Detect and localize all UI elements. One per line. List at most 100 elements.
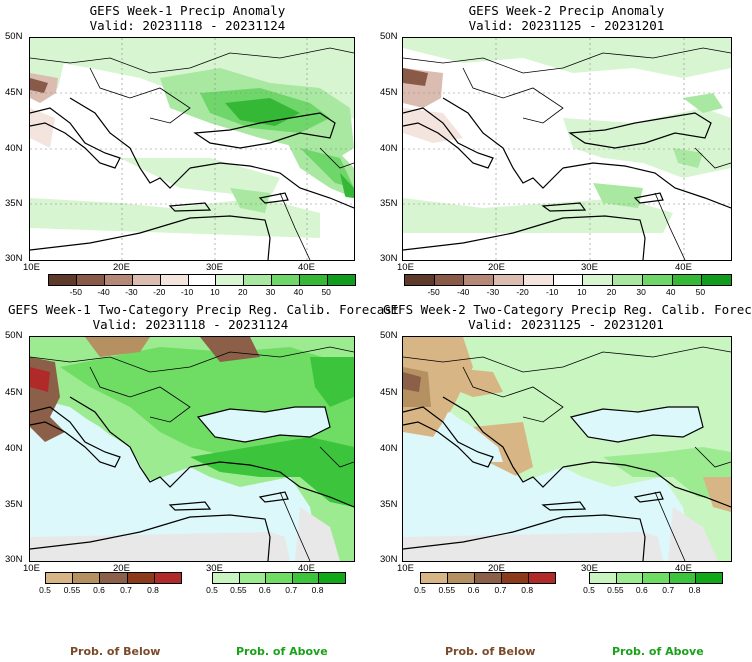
- colorbar-swatch: [328, 275, 355, 285]
- lat-label-30n: 30N: [380, 554, 398, 565]
- lat-label-50n: 50N: [5, 330, 23, 341]
- panel4-title: GEFS Week-2 Two-Category Precip Reg. Cal…: [383, 302, 752, 317]
- colorbar-tick-label: 0.6: [93, 585, 105, 595]
- panel1-title: GEFS Week-1 Precip Anomaly: [89, 3, 286, 18]
- lat-label-45n: 45N: [5, 87, 23, 98]
- colorbar-tick-label: 0.6: [467, 585, 480, 595]
- colorbar-tick-label: -50: [427, 287, 440, 297]
- colorbar-swatch: [239, 573, 267, 583]
- anomaly-colorbar: [48, 274, 356, 286]
- colorbar-tick-label: -10: [180, 287, 194, 297]
- colorbar-swatch: [46, 573, 74, 583]
- lon-label-20e: 20E: [488, 262, 505, 273]
- map-panel-4: [402, 336, 732, 562]
- lon-label-20e: 20E: [113, 262, 130, 273]
- lon-label-10e: 10E: [397, 563, 414, 574]
- lon-label-20e: 20E: [488, 563, 505, 574]
- panel3-valid: Valid: 20231118 - 20231124: [92, 317, 289, 332]
- colorbar-tick-label: 0.7: [120, 585, 132, 595]
- lat-label-50n: 50N: [380, 31, 398, 42]
- colorbar-tick-label: 10: [577, 287, 587, 297]
- colorbar-swatch: [642, 275, 673, 285]
- colorbar-tick-label: 0.8: [147, 585, 159, 595]
- map-panel-1: [29, 37, 355, 261]
- colorbar-swatch: [104, 275, 133, 285]
- lat-label-45n: 45N: [380, 87, 398, 98]
- lon-label-30e: 30E: [206, 262, 223, 273]
- lat-label-35n: 35N: [380, 198, 398, 209]
- below-colorbar-ticks: 0.5 0.55 0.6 0.7 0.8: [39, 585, 180, 597]
- colorbar-tick-label: 30: [636, 287, 646, 297]
- colorbar-tick-label: 50: [695, 287, 706, 297]
- colorbar-swatch: [73, 573, 101, 583]
- colorbar-swatch: [266, 573, 293, 583]
- colorbar-swatch: [613, 275, 643, 285]
- lat-label-30n: 30N: [5, 253, 23, 264]
- above-colorbar-ticks: 0.5 0.55 0.6 0.7 0.8: [583, 585, 721, 597]
- lat-label-40n: 40N: [380, 143, 398, 154]
- colorbar-swatch: [216, 275, 245, 285]
- anomaly-colorbar: [404, 274, 732, 286]
- colorbar-swatch: [421, 573, 448, 583]
- colorbar-tick-label: 0.7: [285, 585, 298, 595]
- lon-label-10e: 10E: [23, 563, 40, 574]
- colorbar-tick-label: 0.55: [607, 585, 624, 595]
- colorbar-tick-label: 50: [321, 287, 331, 297]
- colorbar-tick-label: 0.8: [688, 585, 701, 595]
- lon-label-10e: 10E: [23, 262, 40, 273]
- lat-label-35n: 35N: [5, 499, 23, 510]
- colorbar-swatch: [583, 275, 614, 285]
- colorbar-swatch: [553, 275, 584, 285]
- colorbar-tick-label: 20: [237, 287, 248, 297]
- colorbar-tick-label: 0.5: [583, 585, 595, 595]
- colorbar-swatch: [672, 275, 703, 285]
- below-colorbar-ticks: 0.5 0.55 0.6 0.7 0.8: [414, 585, 554, 597]
- colorbar-swatch: [292, 573, 320, 583]
- colorbar-tick-label: 0.55: [63, 585, 81, 595]
- colorbar-tick-label: -30: [125, 287, 138, 297]
- colorbar-tick-label: 0.7: [662, 585, 675, 595]
- colorbar-swatch: [300, 275, 329, 285]
- colorbar-swatch: [494, 275, 524, 285]
- colorbar-swatch: [160, 275, 189, 285]
- lat-label-50n: 50N: [5, 31, 23, 42]
- colorbar-swatch: [590, 573, 617, 583]
- colorbar-swatch: [529, 573, 555, 583]
- lon-label-30e: 30E: [581, 262, 598, 273]
- colorbar-swatch: [154, 573, 182, 583]
- colorbar-swatch: [188, 275, 217, 285]
- colorbar-tick-label: -20: [153, 287, 166, 297]
- colorbar-swatch: [127, 573, 155, 583]
- lon-label-40e: 40E: [675, 262, 692, 273]
- lat-label-40n: 40N: [380, 443, 398, 454]
- lat-label-30n: 30N: [380, 253, 398, 264]
- colorbar-swatch: [319, 573, 345, 583]
- colorbar-swatch: [696, 573, 722, 583]
- lat-label-50n: 50N: [380, 330, 398, 341]
- lat-label-35n: 35N: [5, 198, 23, 209]
- lat-label-40n: 40N: [5, 443, 23, 454]
- colorbar-tick-label: 0.5: [206, 585, 218, 595]
- colorbar-swatch: [76, 275, 105, 285]
- colorbar-swatch: [49, 275, 77, 285]
- lat-label-45n: 45N: [5, 387, 23, 398]
- colorbar-swatch: [502, 573, 529, 583]
- lat-label-30n: 30N: [5, 554, 23, 565]
- legend-prob-above: Prob. of Above: [612, 645, 704, 658]
- panel4-valid: Valid: 20231125 - 20231201: [468, 317, 664, 332]
- colorbar-tick-label: 0.55: [230, 585, 247, 595]
- lon-label-20e: 20E: [113, 563, 130, 574]
- colorbar-tick-label: -40: [457, 287, 470, 297]
- colorbar-swatch: [132, 275, 161, 285]
- colorbar-tick-label: 0.55: [438, 585, 456, 595]
- colorbar-swatch: [702, 275, 732, 285]
- colorbar-tick-label: 0.6: [258, 585, 271, 595]
- colorbar-tick-label: 40: [293, 287, 304, 297]
- panel1-valid: Valid: 20231118 - 20231124: [89, 18, 286, 33]
- anomaly-colorbar-ticks: -50 -40 -30 -20 -10 10 20 30 40 50: [404, 287, 730, 299]
- colorbar-swatch: [464, 275, 495, 285]
- colorbar-tick-label: 0.6: [635, 585, 648, 595]
- lat-label-35n: 35N: [380, 499, 398, 510]
- below-colorbar: [420, 572, 556, 584]
- colorbar-tick-label: 10: [210, 287, 220, 297]
